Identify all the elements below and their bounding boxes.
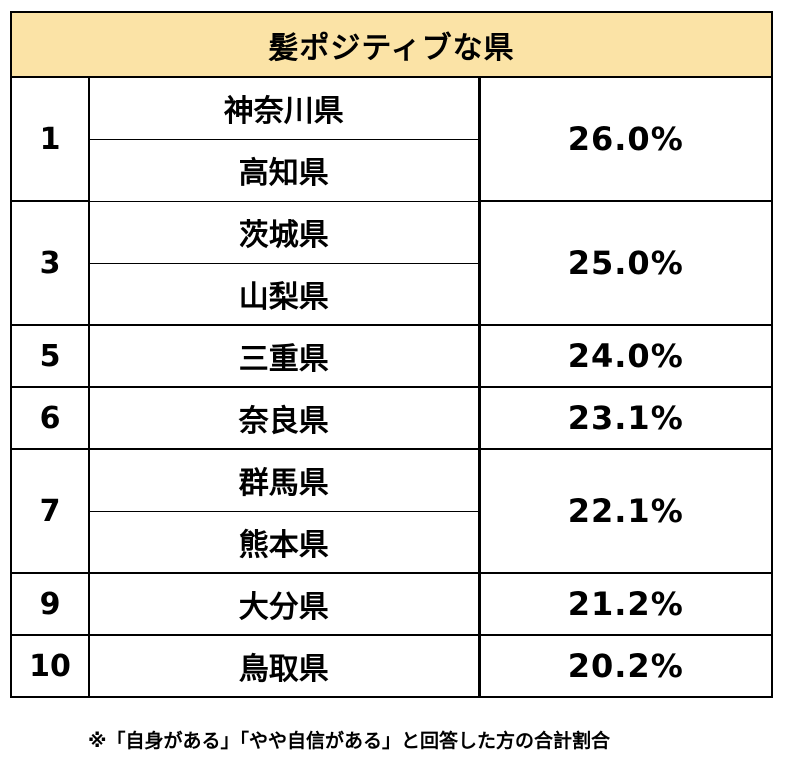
rank-cell: 3 [10, 200, 90, 326]
rank-cell: 9 [10, 572, 90, 636]
table-row: 5 三重県 24.0% [10, 324, 773, 388]
rank-cell: 5 [10, 324, 90, 388]
prefecture-cell: 三重県 [88, 324, 481, 388]
footnote: ※「自身がある」「やや自信がある」と回答した方の合計割合 [88, 730, 610, 752]
prefecture-cell: 茨城県 [88, 200, 481, 264]
rank-cell: 10 [10, 634, 90, 698]
table-row: 3 茨城県 25.0% [10, 200, 773, 326]
table-row: 1 神奈川県 26.0% [10, 76, 773, 202]
prefecture-cell: 群馬県 [88, 448, 481, 512]
table-row: 熊本県 [11, 510, 772, 574]
rank-cell: 1 [10, 76, 90, 202]
table-row: 高知県 [11, 138, 772, 202]
percent-cell: 23.1% [478, 386, 773, 450]
rank-cell: 7 [10, 448, 90, 574]
table-row: 6 奈良県 23.1% [10, 386, 773, 450]
prefecture-cell: 大分県 [88, 572, 481, 636]
ranking-table: 髪ポジティブな県 1 神奈川県 26.0% 高知県 3 茨城県 25.0% 山梨… [10, 11, 773, 698]
table-row: 10 鳥取県 20.2% [10, 634, 773, 698]
percent-cell: 26.0% [478, 76, 773, 202]
percent-cell: 24.0% [478, 324, 773, 388]
table-row: 山梨県 [11, 262, 772, 326]
table-row: 9 大分県 21.2% [10, 572, 773, 636]
prefecture-cell: 熊本県 [88, 510, 481, 574]
prefecture-cell: 鳥取県 [88, 634, 481, 698]
prefecture-cell: 高知県 [88, 138, 481, 202]
percent-cell: 20.2% [478, 634, 773, 698]
prefecture-cell: 山梨県 [88, 262, 481, 326]
table-row: 7 群馬県 22.1% [10, 448, 773, 574]
percent-cell: 22.1% [478, 448, 773, 574]
percent-cell: 21.2% [478, 572, 773, 636]
percent-cell: 25.0% [478, 200, 773, 326]
rank-cell: 6 [10, 386, 90, 450]
prefecture-cell: 奈良県 [88, 386, 481, 450]
prefecture-cell: 神奈川県 [88, 76, 481, 140]
table-title: 髪ポジティブな県 [10, 11, 773, 78]
